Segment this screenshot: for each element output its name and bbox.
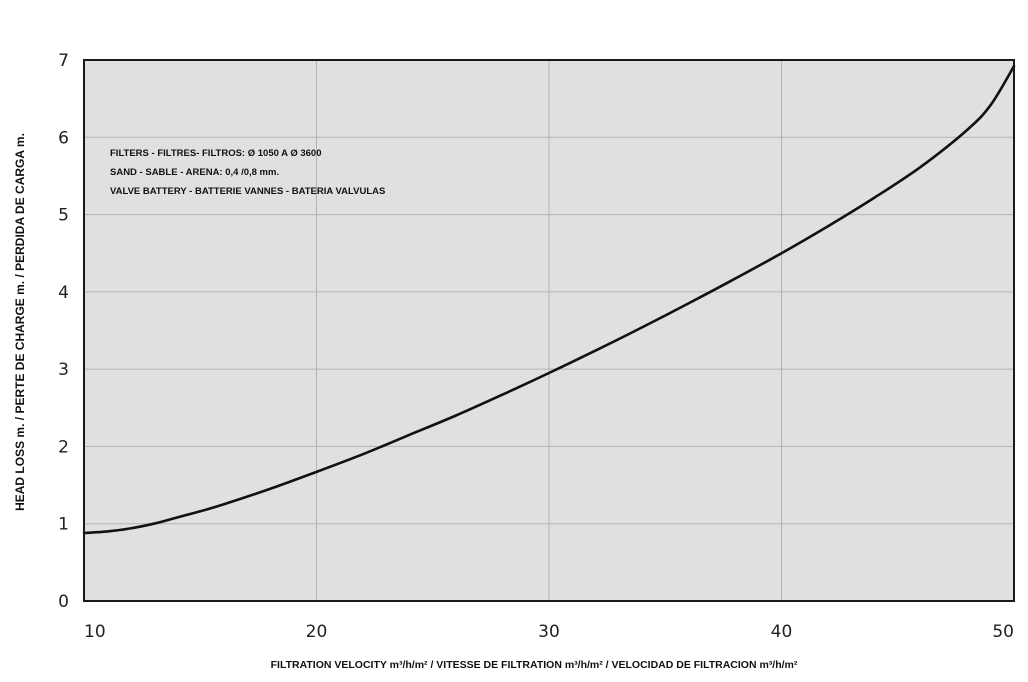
head-loss-curve [82,64,1016,535]
annotation-filters: FILTERS - FILTRES- FILTROS: Ø 1050 A Ø 3… [110,148,322,159]
y-tick-label: 2 [58,437,69,457]
x-tick-label: 30 [538,622,560,642]
grid-lines [84,60,1014,601]
y-tick-label: 6 [58,128,69,148]
y-tick-label: 5 [58,206,69,226]
y-tick-label: 4 [58,283,69,303]
x-tick-label: 50 [992,622,1014,642]
y-tick-label: 3 [58,360,69,380]
y-tick-label: 0 [58,592,69,612]
annotation-valves: VALVE BATTERY - BATTERIE VANNES - BATERI… [110,186,385,197]
x-tick-label: 20 [306,622,328,642]
y-axis-ticks: 0 1 2 3 4 5 6 7 [58,51,69,612]
x-tick-label: 40 [771,622,793,642]
y-axis-label: HEAD LOSS m. / PERTE DE CHARGE m. / PERD… [13,133,27,511]
x-axis-label: FILTRATION VELOCITY m³/h/m² / VITESSE DE… [271,659,798,671]
x-axis-ticks: 10 20 30 40 50 [84,622,1014,642]
y-tick-label: 1 [58,515,69,535]
annotation-sand: SAND - SABLE - ARENA: 0,4 /0,8 mm. [110,167,279,178]
plot-frame [83,59,1015,602]
y-tick-label: 7 [58,51,69,71]
x-tick-label: 10 [84,622,106,642]
